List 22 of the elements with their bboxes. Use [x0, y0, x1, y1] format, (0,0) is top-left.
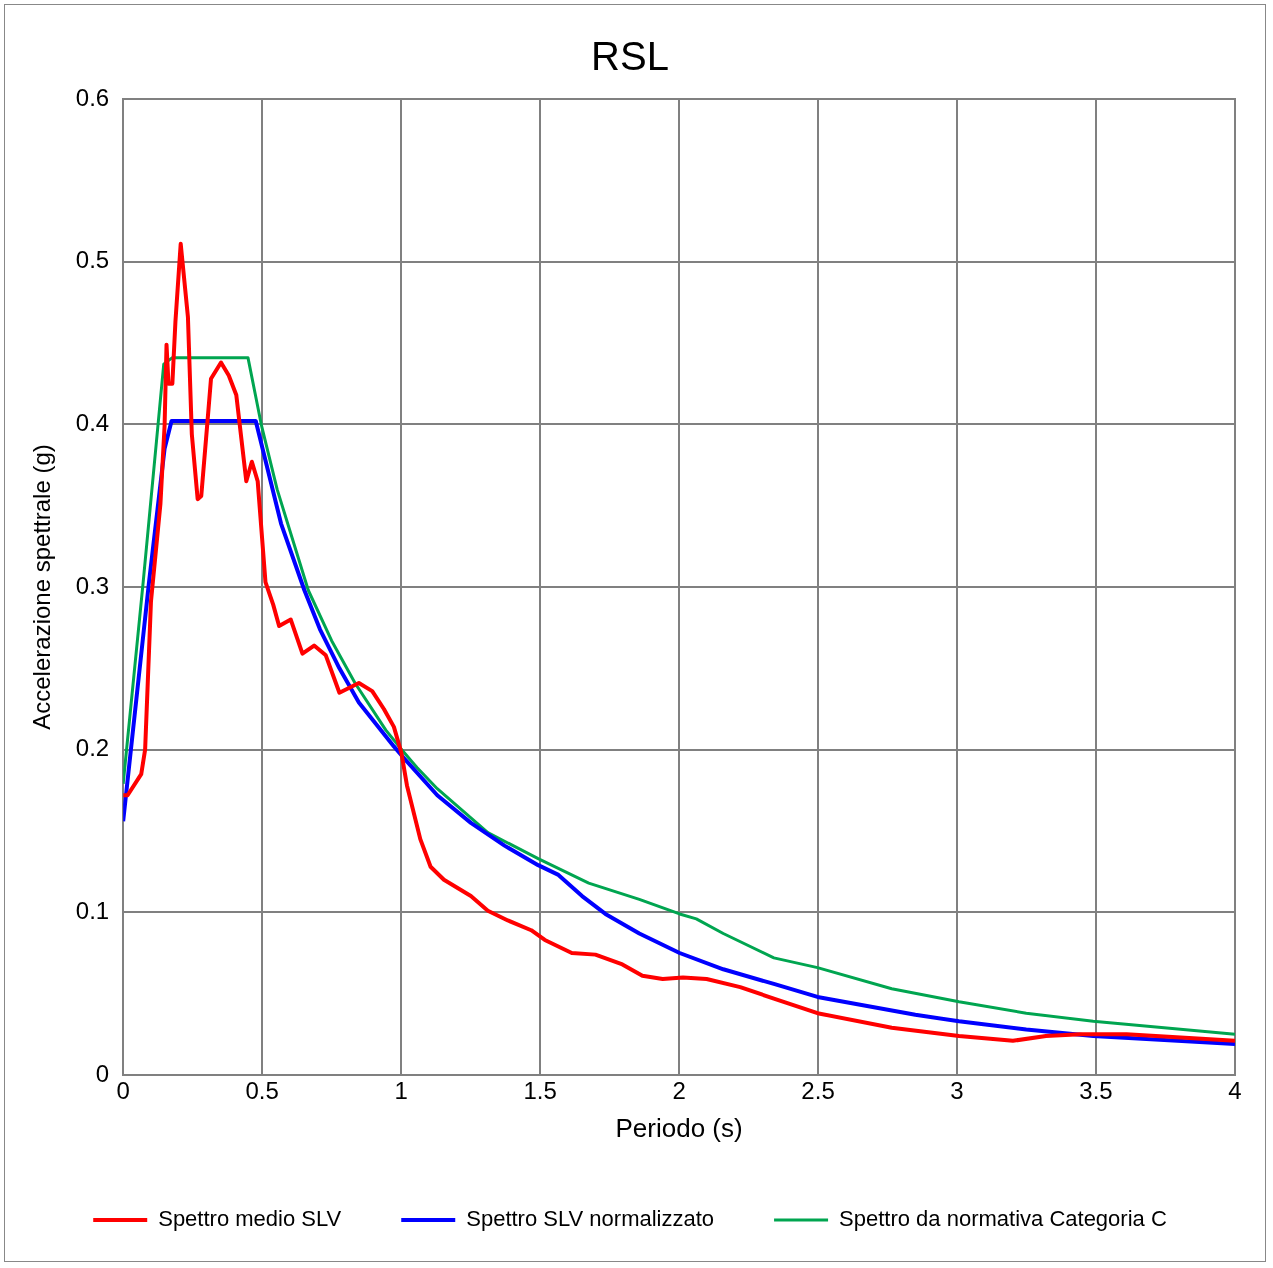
y-tick-label: 0.6 [75, 83, 110, 111]
y-axis-title: Accelerazione spettrale (g) [28, 444, 56, 730]
y-tick-label: 0.5 [75, 246, 110, 274]
legend-label: Spettro SLV normalizzato [466, 1206, 715, 1232]
x-tick-label: 1.5 [523, 1077, 557, 1105]
x-axis-title: Periodo (s) [615, 1112, 743, 1143]
chart-title: RSL [591, 34, 669, 79]
y-tick-label: 0 [95, 1059, 110, 1087]
x-tick-label: 1 [394, 1077, 408, 1105]
y-tick-label: 0.3 [75, 571, 110, 599]
x-tick-label: 0.5 [245, 1077, 279, 1105]
x-tick-label: 2 [672, 1077, 686, 1105]
legend-label: Spettro medio SLV [158, 1206, 342, 1232]
y-tick-label: 0.4 [75, 408, 110, 436]
x-tick-label: 2.5 [801, 1077, 835, 1105]
x-tick-label: 4 [1228, 1077, 1242, 1105]
x-tick-label: 3.5 [1079, 1077, 1113, 1105]
y-tick-label: 0.1 [75, 896, 110, 924]
legend-label: Spettro da normativa Categoria C [839, 1206, 1167, 1232]
x-tick-label: 3 [950, 1077, 964, 1105]
y-tick-label: 0.2 [75, 734, 110, 762]
x-tick-label: 0 [116, 1077, 130, 1105]
